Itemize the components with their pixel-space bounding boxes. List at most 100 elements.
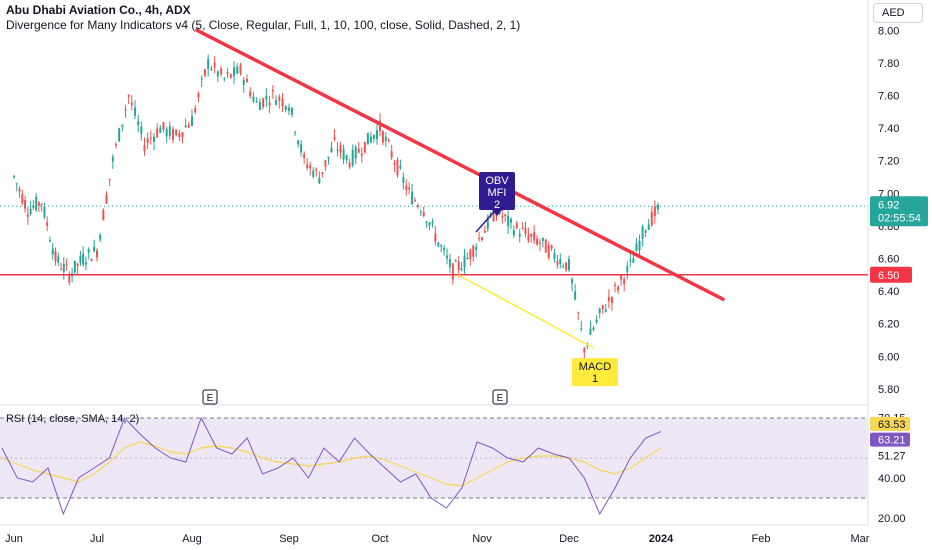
candle-body xyxy=(413,200,416,202)
candle-body xyxy=(168,126,171,137)
candle-body xyxy=(54,251,57,262)
candle-body xyxy=(632,258,635,263)
macd-divergence-text: 1 xyxy=(592,373,598,385)
price-axis-label: 8.00 xyxy=(878,25,899,37)
candle-body xyxy=(213,62,216,68)
candle-body xyxy=(146,138,149,143)
candle-body xyxy=(82,253,85,265)
candle-body xyxy=(399,165,402,169)
time-axis-label-jun: Jun xyxy=(5,533,23,545)
candle-body xyxy=(524,228,527,234)
indicator-legend[interactable]: Divergence for Many Indicators v4 (5, Cl… xyxy=(6,18,521,32)
currency-badge[interactable]: AED xyxy=(873,3,923,23)
candle-body xyxy=(275,100,278,105)
symbol-legend[interactable]: Abu Dhabi Aviation Co., 4h, ADX xyxy=(6,3,191,17)
candle-body xyxy=(363,141,366,153)
candle-body xyxy=(623,278,626,285)
candle-body xyxy=(512,230,515,236)
candle-body xyxy=(428,222,431,226)
rsi-legend[interactable]: RSI (14, close, SMA, 14, 2) xyxy=(6,413,140,425)
candle-body xyxy=(483,230,486,233)
macd-divergence-text: MACD xyxy=(579,361,611,373)
earnings-marker-box xyxy=(492,389,508,405)
candle-body xyxy=(457,261,460,270)
candle-body xyxy=(321,172,324,174)
candle-body xyxy=(265,95,268,100)
candle-body xyxy=(216,71,219,77)
candle-body xyxy=(220,68,223,75)
candle-body xyxy=(559,259,562,264)
candle-body xyxy=(342,149,345,160)
macd-divergence-label-box xyxy=(572,358,618,387)
candle-body xyxy=(84,262,87,265)
candle-body xyxy=(451,263,454,280)
candle-body xyxy=(533,231,536,241)
candle-body xyxy=(108,178,111,180)
price-axis-label: 7.20 xyxy=(878,156,899,168)
earnings-marker-label: E xyxy=(497,393,504,404)
candle-body xyxy=(175,129,178,136)
candle-body xyxy=(446,255,449,259)
candle-body xyxy=(501,215,504,218)
candle-body xyxy=(475,246,478,250)
candle-body xyxy=(387,139,390,142)
candle-body xyxy=(21,193,24,204)
candle-body xyxy=(504,214,507,217)
candle-body xyxy=(159,127,162,133)
obv-mfi-divergence-text: MFI xyxy=(488,187,507,199)
candle-body xyxy=(547,245,550,258)
candle-body xyxy=(130,102,133,106)
candle-body xyxy=(553,253,556,259)
candle-body xyxy=(530,233,533,237)
candle-body xyxy=(408,187,411,190)
candle-body xyxy=(315,169,318,171)
time-axis-label-sep: Sep xyxy=(279,533,299,545)
time-axis-label-dec: Dec xyxy=(559,533,579,545)
candle-body xyxy=(644,230,647,233)
candle-body xyxy=(568,259,570,271)
price-axis-label: 7.60 xyxy=(878,90,899,102)
candle-body xyxy=(357,148,360,153)
candle-body xyxy=(200,78,203,80)
candle-body xyxy=(354,146,357,159)
candle-body xyxy=(73,260,76,273)
candle-body xyxy=(137,121,140,125)
candle-body xyxy=(245,78,248,83)
candle-body xyxy=(118,128,121,142)
candle-body xyxy=(617,286,620,291)
candles xyxy=(13,54,659,360)
price-axis-label: 7.80 xyxy=(878,58,899,70)
time-axis-label-oct: Oct xyxy=(371,533,388,545)
candle-body xyxy=(40,203,43,205)
candle-body xyxy=(620,275,623,280)
candle-body xyxy=(203,69,206,76)
candle-body xyxy=(105,194,108,204)
trendline xyxy=(195,28,725,301)
candle-body xyxy=(601,305,604,309)
candle-body xyxy=(351,149,354,166)
candle-body xyxy=(510,218,512,223)
candle-body xyxy=(127,94,130,97)
candle-body xyxy=(236,66,239,74)
candle-body xyxy=(460,268,463,271)
candle-body xyxy=(191,116,193,126)
candle-body xyxy=(93,246,96,252)
candle-body xyxy=(339,144,342,153)
candle-body xyxy=(372,134,375,139)
candle-body xyxy=(647,224,650,230)
rsi-ma-line xyxy=(1,441,662,487)
candle-body xyxy=(297,140,300,145)
candle-body xyxy=(87,249,90,253)
candle-body xyxy=(172,129,174,140)
rsi-band-fill xyxy=(0,418,868,498)
time-axis-label-aug: Aug xyxy=(182,533,202,545)
candle-body xyxy=(68,273,71,283)
candle-body xyxy=(469,249,472,260)
candle-body xyxy=(255,100,258,103)
candle-body xyxy=(249,91,252,97)
candle-body xyxy=(258,102,261,111)
candle-body xyxy=(35,196,38,211)
candle-body xyxy=(610,297,613,303)
candle-body xyxy=(466,257,469,259)
